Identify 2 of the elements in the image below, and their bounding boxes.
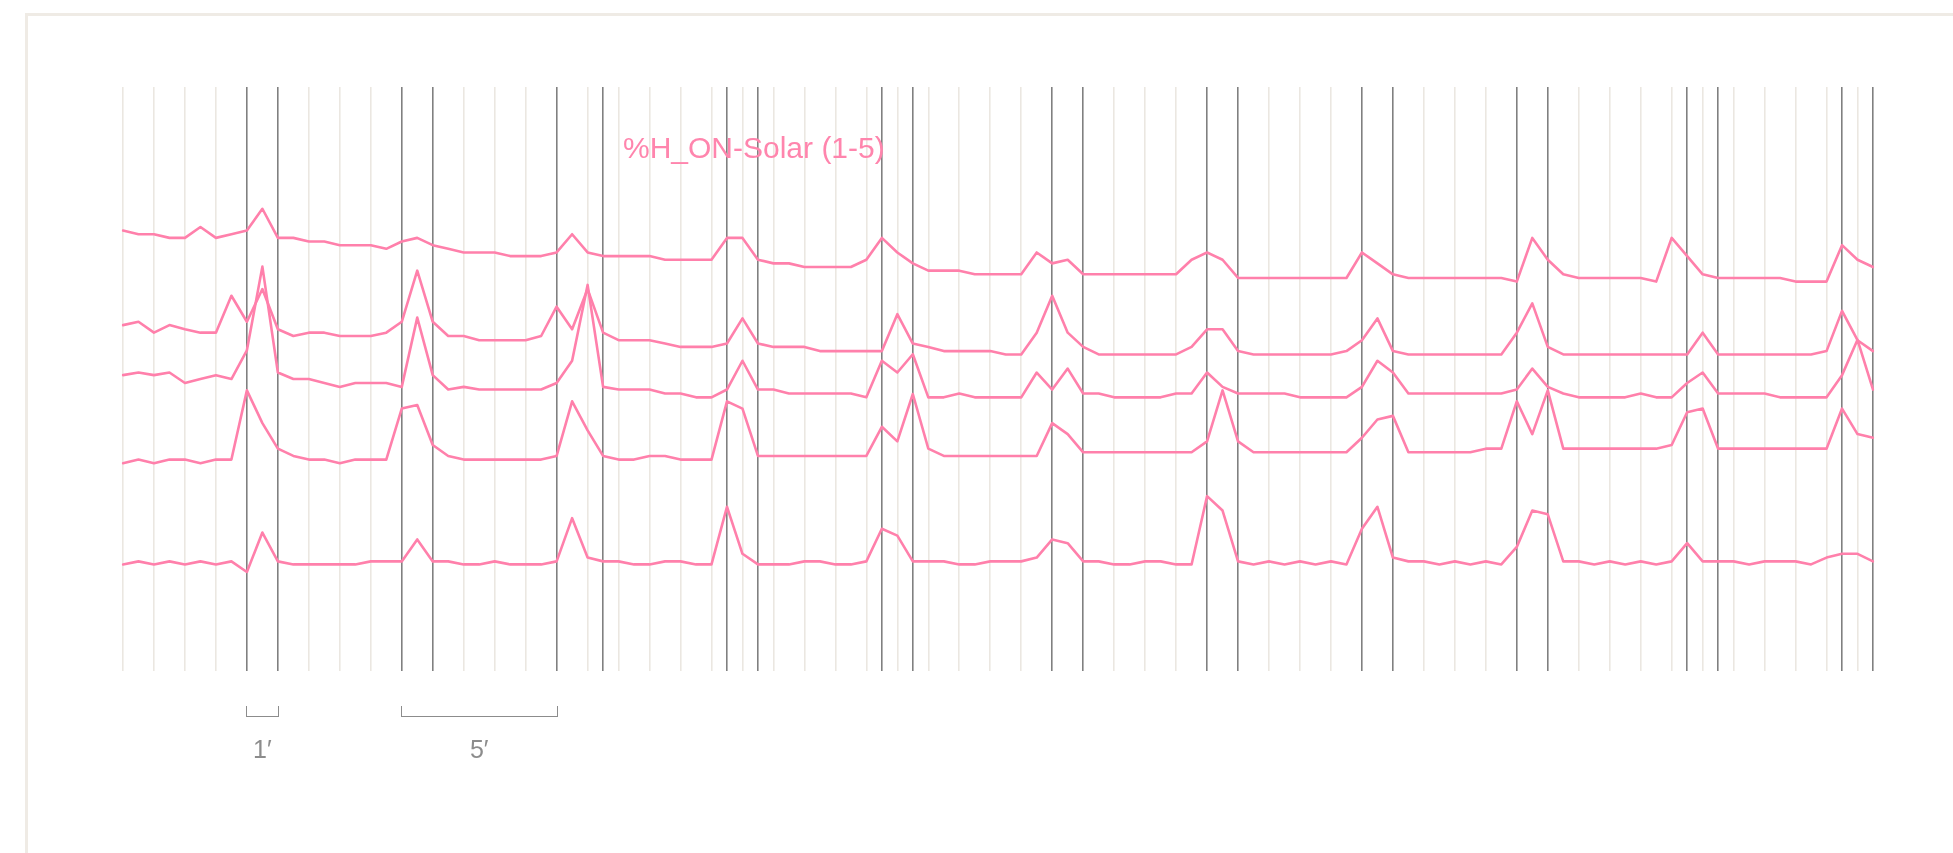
scale-bracket: 1′	[245, 706, 279, 764]
scale-bracket: 5′	[400, 706, 558, 764]
